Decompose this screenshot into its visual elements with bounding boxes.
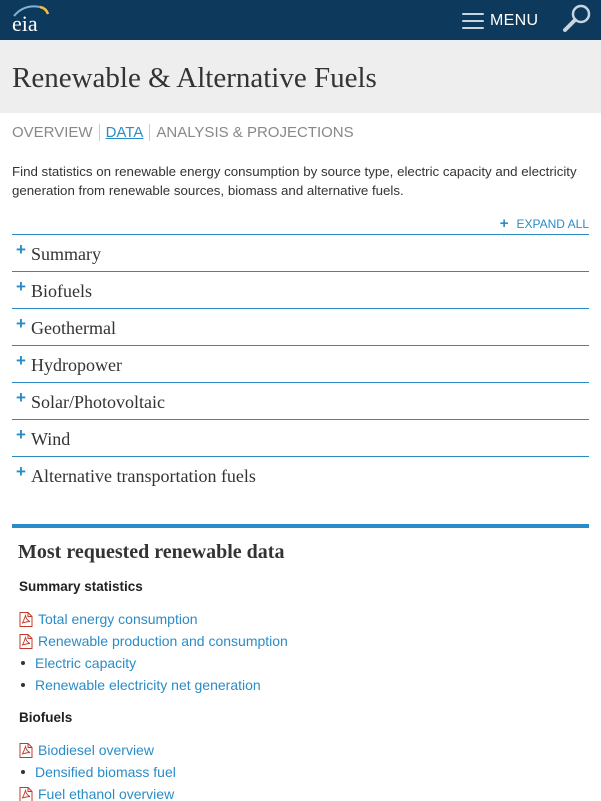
- tab-divider: [149, 124, 151, 141]
- plus-icon: +: [16, 277, 26, 296]
- bullet-icon: [21, 683, 25, 687]
- menu-label: MENU: [490, 12, 539, 29]
- list-item: Fuel ethanol overview: [19, 785, 174, 801]
- logo-arc-icon: [13, 5, 50, 17]
- most-requested-box: Most requested renewable data: [12, 524, 589, 563]
- tab-divider: [98, 124, 100, 141]
- accordion-item-alt-transport-fuels[interactable]: + Alternative transportation fuels: [12, 456, 589, 493]
- link-renewable-electricity-net-generation[interactable]: Renewable electricity net generation: [35, 677, 261, 693]
- title-bar: Renewable & Alternative Fuels: [0, 40, 601, 113]
- accordion-label: Alternative transportation fuels: [31, 466, 256, 486]
- menu-button[interactable]: MENU: [462, 10, 538, 32]
- bullet-icon: [21, 770, 25, 774]
- tab-analysis-projections[interactable]: ANALYSIS & PROJECTIONS: [156, 124, 354, 141]
- pdf-icon: [19, 786, 33, 801]
- plus-icon: +: [16, 462, 26, 481]
- logo-text: eia: [12, 11, 38, 36]
- accordion-item-hydropower[interactable]: + Hydropower: [12, 345, 589, 382]
- accordion-label: Summary: [31, 244, 101, 264]
- link-fuel-ethanol-overview[interactable]: Fuel ethanol overview: [38, 786, 175, 801]
- list-item: Total energy consumption: [19, 610, 198, 628]
- hamburger-icon: [462, 13, 484, 29]
- tab-overview[interactable]: OVERVIEW: [12, 124, 93, 141]
- accordion-item-wind[interactable]: + Wind: [12, 419, 589, 456]
- link-total-energy-consumption[interactable]: Total energy consumption: [38, 611, 198, 627]
- plus-icon: +: [16, 351, 26, 370]
- accordion-item-summary[interactable]: + Summary: [12, 234, 589, 271]
- accordion-label: Wind: [31, 429, 71, 449]
- intro-text: Find statistics on renewable energy cons…: [12, 164, 577, 198]
- plus-icon: +: [16, 240, 26, 259]
- pdf-icon: [19, 611, 33, 627]
- section-heading-summary-statistics: Summary statistics: [19, 579, 143, 594]
- pdf-icon: [19, 633, 33, 649]
- expand-all-button[interactable]: + EXPAND ALL: [499, 215, 589, 232]
- list-item: Renewable production and consumption: [19, 632, 288, 650]
- expand-all-label: EXPAND ALL: [516, 217, 589, 231]
- plus-icon: +: [499, 215, 509, 232]
- plus-icon: +: [16, 425, 26, 444]
- eia-logo[interactable]: eia: [10, 2, 54, 36]
- accordion-item-geothermal[interactable]: + Geothermal: [12, 308, 589, 345]
- page-title: Renewable & Alternative Fuels: [12, 62, 377, 94]
- link-renewable-production-consumption[interactable]: Renewable production and consumption: [38, 633, 288, 649]
- data-accordion: + Summary + Biofuels + Geothermal + Hydr…: [12, 234, 589, 493]
- section-tabs: OVERVIEW DATA ANALYSIS & PROJECTIONS: [12, 124, 354, 141]
- search-icon[interactable]: [560, 2, 594, 36]
- link-biodiesel-overview[interactable]: Biodiesel overview: [38, 742, 154, 758]
- accordion-label: Biofuels: [31, 281, 92, 301]
- list-item: Electric capacity: [19, 654, 136, 672]
- section-heading-biofuels: Biofuels: [19, 710, 73, 725]
- accordion-label: Geothermal: [31, 318, 116, 338]
- list-item: Biodiesel overview: [19, 741, 154, 759]
- bullet-icon: [21, 661, 25, 665]
- list-item: Densified biomass fuel: [19, 763, 176, 781]
- link-electric-capacity[interactable]: Electric capacity: [35, 655, 137, 671]
- accordion-label: Solar/Photovoltaic: [31, 392, 165, 412]
- accordion-item-biofuels[interactable]: + Biofuels: [12, 271, 589, 308]
- list-item: Renewable electricity net generation: [19, 676, 261, 694]
- plus-icon: +: [16, 314, 26, 333]
- pdf-icon: [19, 742, 33, 758]
- accordion-item-solar[interactable]: + Solar/Photovoltaic: [12, 382, 589, 419]
- most-requested-title: Most requested renewable data: [18, 541, 285, 563]
- plus-icon: +: [16, 388, 26, 407]
- tab-data[interactable]: DATA: [105, 124, 144, 141]
- top-nav-bar: eia MENU: [0, 0, 601, 40]
- link-densified-biomass-fuel[interactable]: Densified biomass fuel: [35, 764, 176, 780]
- accordion-label: Hydropower: [31, 355, 122, 375]
